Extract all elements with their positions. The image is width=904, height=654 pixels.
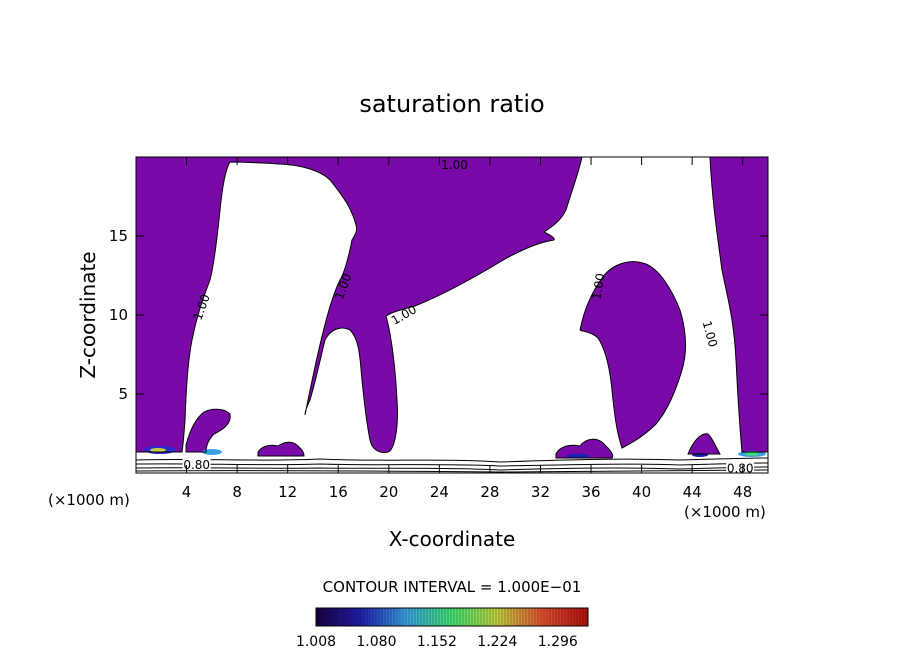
high-ratio-spot: [566, 453, 590, 459]
contour-interval-text: CONTOUR INTERVAL = 1.000E−01: [323, 578, 582, 596]
contour-label: 1.00: [441, 158, 468, 172]
colorbar-stripes: [315, 608, 587, 626]
isoline-1.00: [257, 441, 305, 457]
x-unit-right: (×1000 m): [684, 503, 766, 521]
y-axis-label: Z-coordinate: [76, 251, 100, 378]
contour-label-bg: [726, 461, 755, 474]
high-ratio-spot: [202, 449, 222, 455]
x-tick-label: 8: [232, 483, 242, 501]
x-tick-label: 40: [632, 483, 651, 501]
y-tick-label: 5: [118, 385, 128, 403]
x-axis-label: X-coordinate: [389, 527, 516, 551]
x-tick-label: 28: [480, 483, 499, 501]
colorbar-tick-label: 1.008: [296, 634, 336, 650]
contour-label-bg: [182, 458, 211, 471]
isoline-1.00: [555, 438, 614, 459]
contour-label: 1.00: [700, 319, 720, 348]
isoline-1.00: [687, 433, 721, 455]
supersaturated-region: [136, 157, 768, 453]
x-tick-label: 4: [182, 483, 192, 501]
colorbar-tick-label: 1.296: [538, 634, 578, 650]
x-axis-ticks: 4 8 12 16 20 24 28 32 36 40 44 48: [182, 157, 752, 501]
colorbar: 1.008 1.080 1.152 1.224 1.296: [296, 607, 589, 650]
x-tick-label: 48: [733, 483, 752, 501]
saturation-isolines: [136, 157, 768, 459]
supersaturated-blob: [580, 261, 686, 448]
y-tick-label: 10: [109, 306, 128, 324]
x-unit-left: (×1000 m): [48, 491, 130, 509]
y-tick-label: 15: [109, 227, 128, 245]
y-axis-ticks: 5 10 15: [109, 227, 768, 403]
contour-label: 1.00: [589, 272, 607, 301]
contour-label: 0.80: [183, 458, 210, 472]
colorbar-tick-label: 1.152: [417, 634, 457, 650]
colorbar-tick-labels: 1.008 1.080 1.152 1.224 1.296: [296, 634, 578, 650]
colorbar-tick-label: 1.224: [477, 634, 517, 650]
isoline-1.00: [579, 261, 687, 449]
contour-label: 0.80: [727, 461, 754, 475]
colorbar-gradient: [315, 607, 589, 627]
x-tick-label: 20: [379, 483, 398, 501]
plot-area: [136, 157, 768, 473]
isoline-1.00: [185, 408, 231, 453]
x-tick-label: 24: [430, 483, 449, 501]
low-cloud-right: [556, 439, 613, 458]
x-tick-label: 44: [683, 483, 702, 501]
chart-title: saturation ratio: [359, 90, 544, 118]
low-cloud-far-right: [688, 433, 720, 454]
x-tick-label: 32: [531, 483, 550, 501]
high-ratio-spot-core: [150, 448, 166, 452]
high-ratio-spot-core: [745, 452, 759, 456]
x-tick-label: 12: [278, 483, 297, 501]
colorbar-tick-label: 1.080: [356, 634, 396, 650]
x-tick-label: 16: [329, 483, 348, 501]
isoline-1.00: [136, 157, 768, 453]
x-tick-label: 36: [581, 483, 600, 501]
